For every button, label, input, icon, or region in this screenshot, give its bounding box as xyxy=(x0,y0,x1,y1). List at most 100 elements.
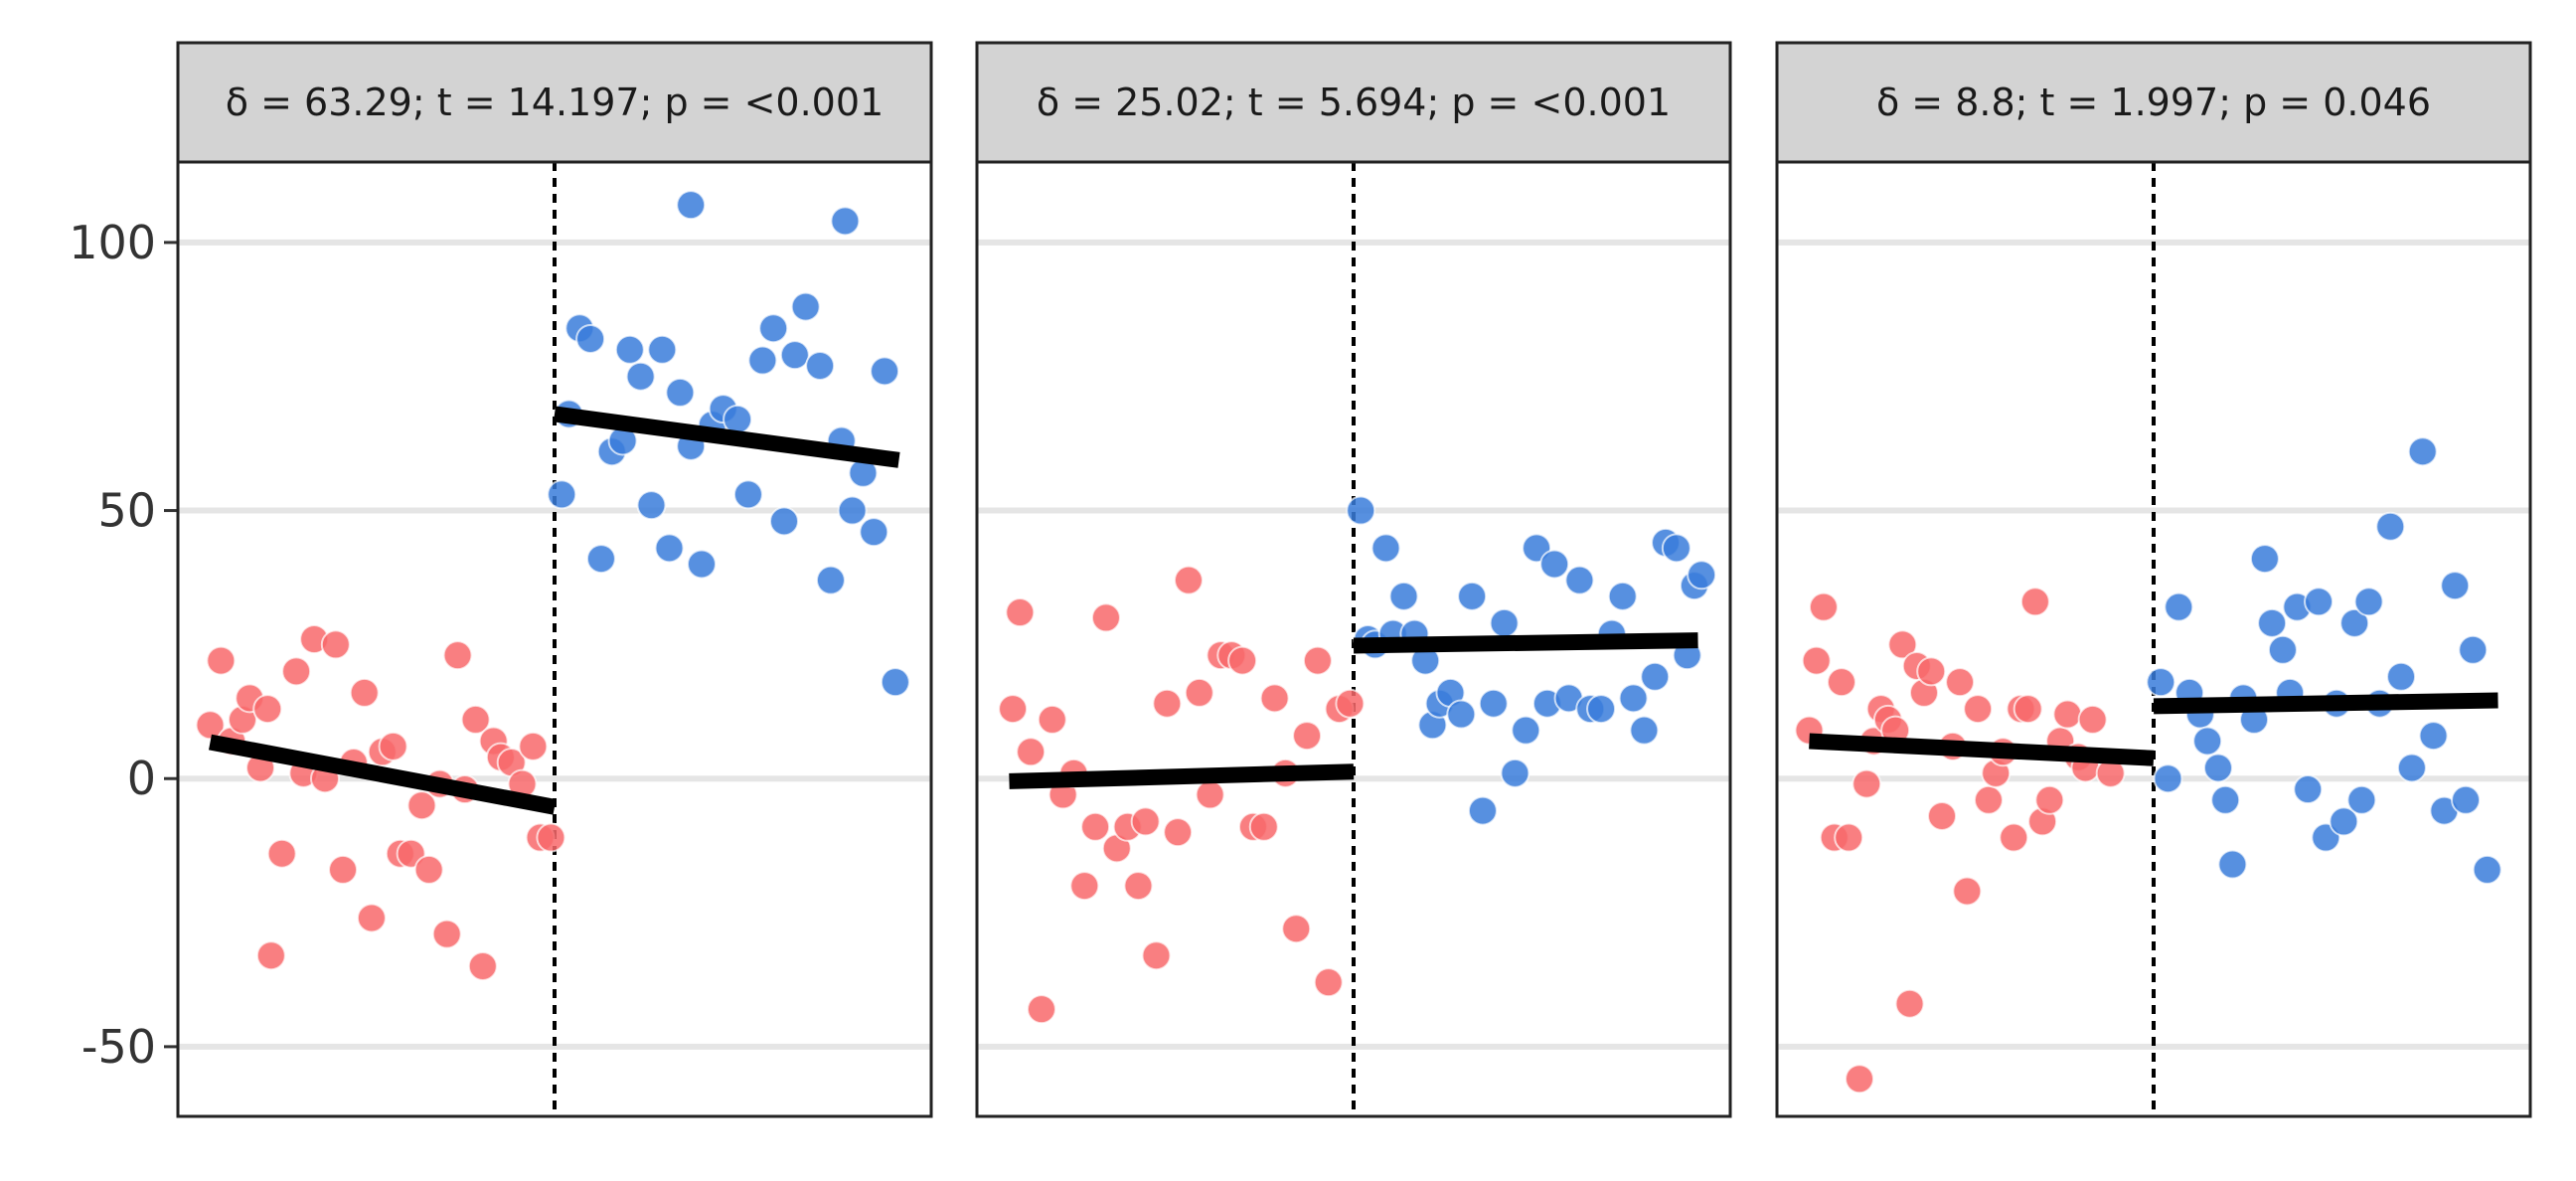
data-point-left xyxy=(356,903,387,933)
data-point-right xyxy=(2146,667,2176,698)
facet-strip-label: δ = 63.29; t = 14.197; p = <0.001 xyxy=(226,81,884,124)
data-point-right xyxy=(2418,721,2449,752)
y-tick-label: 0 xyxy=(127,752,156,805)
data-point-right xyxy=(2329,806,2359,837)
data-point-left xyxy=(1887,629,1918,660)
data-point-right xyxy=(1446,699,1477,730)
data-point-right xyxy=(1629,715,1660,746)
data-point-left xyxy=(1834,822,1864,853)
data-point-right xyxy=(2458,634,2489,665)
data-point-left xyxy=(1952,876,1983,907)
data-point-right xyxy=(747,345,778,376)
data-point-left xyxy=(1037,704,1067,735)
data-point-right xyxy=(758,313,789,344)
data-point-left xyxy=(467,950,498,981)
data-point-left xyxy=(1292,721,1323,752)
data-point-right xyxy=(1640,661,1671,692)
data-point-left xyxy=(1016,737,1046,767)
facet-strip xyxy=(176,41,933,164)
data-point-left xyxy=(1894,988,1925,1019)
data-point-right xyxy=(2407,436,2438,467)
data-point-right xyxy=(2202,753,2233,783)
fit-line xyxy=(553,406,900,468)
facet-panel-2: δ = 25.02; t = 5.694; p = <0.001 xyxy=(975,41,1732,1118)
fit-line xyxy=(209,734,557,815)
data-point-right xyxy=(2440,571,2471,601)
data-point-right xyxy=(2192,726,2223,757)
data-point-right xyxy=(1586,694,1617,725)
data-point-left xyxy=(1026,994,1056,1025)
data-point-right xyxy=(2346,784,2377,815)
data-point-right xyxy=(2210,784,2241,815)
data-point-left xyxy=(1927,800,1958,831)
data-point-right xyxy=(1607,581,1638,611)
data-point-right xyxy=(2386,661,2417,692)
data-point-right xyxy=(1478,688,1509,719)
data-point-right xyxy=(870,356,900,387)
data-point-left xyxy=(1173,565,1204,595)
data-point-right xyxy=(2249,544,2280,575)
fit-line xyxy=(1353,632,1698,654)
fit-line xyxy=(2153,692,2498,715)
data-point-left xyxy=(431,919,462,949)
data-point-right xyxy=(1564,565,1595,595)
data-point-right xyxy=(2396,753,2427,783)
data-point-right xyxy=(859,517,889,548)
data-point-left xyxy=(2034,784,2065,815)
panel-border xyxy=(1775,160,2532,1118)
data-point-left xyxy=(1141,940,1172,971)
data-point-left xyxy=(1973,784,2004,815)
y-tick-label: -50 xyxy=(81,1020,156,1074)
facet-strip xyxy=(975,41,1732,164)
data-point-left xyxy=(1195,779,1225,810)
data-point-right xyxy=(1500,758,1530,788)
data-point-right xyxy=(1370,533,1401,564)
data-point-right xyxy=(2217,849,2248,880)
data-point-left xyxy=(320,629,351,660)
y-axis: 100 50 0 -50 xyxy=(69,216,178,1074)
data-point-left xyxy=(1152,688,1183,719)
data-point-right xyxy=(2451,784,2482,815)
data-point-right xyxy=(732,479,763,510)
data-point-right xyxy=(2375,511,2406,542)
data-point-left xyxy=(2019,587,2050,617)
data-point-left xyxy=(1130,806,1161,837)
data-point-left xyxy=(349,677,380,708)
data-point-right xyxy=(636,490,667,521)
data-point-right xyxy=(1346,495,1376,526)
data-point-left xyxy=(1184,677,1214,708)
data-point-right xyxy=(1661,533,1691,564)
data-point-left xyxy=(1999,822,2029,853)
data-point-left xyxy=(2077,704,2108,735)
data-point-left xyxy=(1069,871,1100,902)
data-point-right xyxy=(654,533,685,564)
data-point-right xyxy=(2257,607,2288,638)
data-point-left xyxy=(1080,811,1111,842)
data-point-right xyxy=(575,323,606,354)
data-point-right xyxy=(647,334,678,365)
data-point-left xyxy=(1005,597,1036,628)
data-point-right xyxy=(547,479,577,510)
data-point-left xyxy=(536,822,566,853)
data-point-right xyxy=(1388,581,1419,611)
data-point-left xyxy=(1963,694,1994,725)
data-point-left xyxy=(1227,645,1258,676)
panel-border xyxy=(176,160,933,1118)
data-point-right xyxy=(779,340,810,371)
data-point-left xyxy=(998,694,1029,725)
data-point-left xyxy=(266,838,297,869)
data-point-right xyxy=(676,190,707,221)
data-point-left xyxy=(2012,694,2043,725)
data-point-left xyxy=(460,704,491,735)
data-point-right xyxy=(805,350,836,381)
data-point-right xyxy=(830,206,861,237)
data-point-left xyxy=(406,790,437,821)
data-point-left xyxy=(195,710,226,741)
facet-panel-3: δ = 8.8; t = 1.997; p = 0.046 xyxy=(1775,41,2532,1118)
data-point-left xyxy=(1302,645,1333,676)
data-point-left xyxy=(413,854,444,885)
data-point-left xyxy=(1826,667,1856,698)
data-point-left xyxy=(1313,967,1344,998)
data-point-left xyxy=(1845,1064,1875,1095)
facet-panel-1: δ = 63.29; t = 14.197; p = <0.001 xyxy=(176,41,933,1118)
